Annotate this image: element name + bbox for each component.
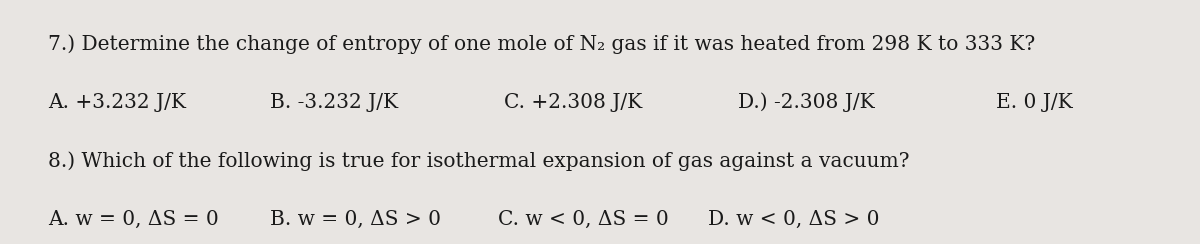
Text: E. 0 J/K: E. 0 J/K [996,93,1073,112]
Text: A. w = 0, ΔS = 0: A. w = 0, ΔS = 0 [48,210,218,229]
Text: C. w < 0, ΔS = 0: C. w < 0, ΔS = 0 [498,210,668,229]
Text: 8.) Which of the following is true for isothermal expansion of gas against a vac: 8.) Which of the following is true for i… [48,151,910,171]
Text: D.) -2.308 J/K: D.) -2.308 J/K [738,93,875,112]
Text: D. w < 0, ΔS > 0: D. w < 0, ΔS > 0 [708,210,880,229]
Text: 7.) Determine the change of entropy of one mole of N₂ gas if it was heated from : 7.) Determine the change of entropy of o… [48,34,1036,54]
Text: A. +3.232 J/K: A. +3.232 J/K [48,93,186,112]
Text: B. w = 0, ΔS > 0: B. w = 0, ΔS > 0 [270,210,442,229]
Text: C. +2.308 J/K: C. +2.308 J/K [504,93,642,112]
Text: B. -3.232 J/K: B. -3.232 J/K [270,93,398,112]
